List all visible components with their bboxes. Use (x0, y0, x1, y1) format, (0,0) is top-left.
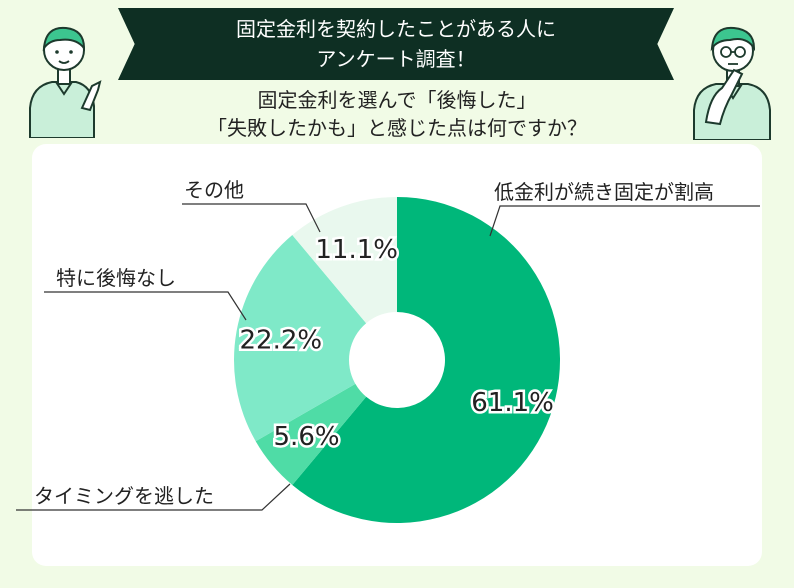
legend-label-missed-timing: タイミングを逃した (34, 484, 214, 508)
legend-label-low-rate: 低金利が続き固定が割高 (494, 180, 714, 204)
slice-missed-timing (255, 383, 367, 485)
leader-line-low-rate (489, 205, 760, 237)
leader-line-missed-timing (16, 483, 291, 511)
person-thinking-illustration (693, 26, 771, 140)
title-banner: 固定金利を契約したことがある人に アンケート調査！ (118, 8, 674, 80)
leader-line-other (182, 203, 321, 233)
legend-label-no-regret: 特に後悔なし (56, 266, 176, 290)
legend-label-other: その他 (184, 178, 244, 202)
question-line-2: 「失敗したかも」と感じた点は何ですか？ (207, 116, 587, 140)
value-label-no-regret: 22.2% (240, 325, 323, 355)
slice-no-regret (234, 235, 367, 442)
value-label-low-rate: 61.1% (471, 388, 554, 418)
slice-low-rate (292, 197, 560, 523)
question-line-1: 固定金利を選んで「後悔した」 (257, 88, 537, 112)
title-line-1: 固定金利を契約したことがある人に (236, 17, 556, 41)
value-label-missed-timing: 5.6% (274, 422, 340, 452)
leader-line-no-regret (44, 291, 247, 321)
value-label-other: 11.1% (315, 235, 398, 265)
person-pointing-illustration (29, 26, 102, 138)
title-line-2: アンケート調査！ (316, 47, 476, 71)
